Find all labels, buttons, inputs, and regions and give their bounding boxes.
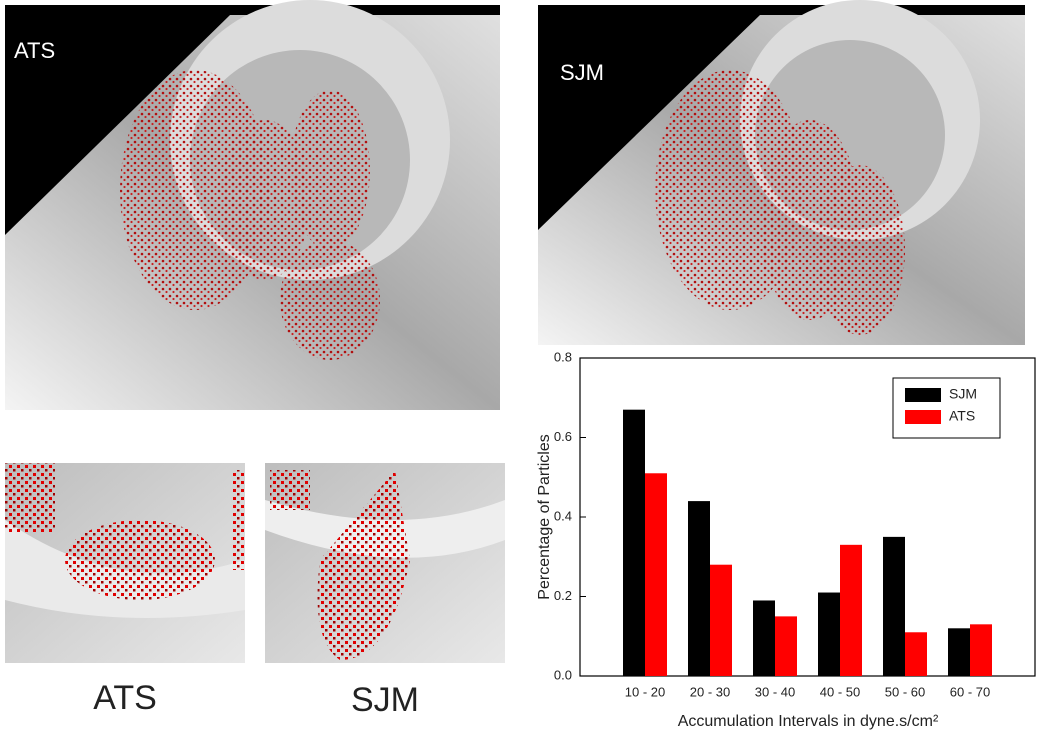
x-axis-title: Accumulation Intervals in dyne.s/cm² — [678, 713, 939, 730]
panel-label: SJM — [560, 60, 604, 85]
bar — [645, 473, 667, 676]
caption: SJM — [351, 681, 419, 719]
panel-label: ATS — [14, 38, 55, 63]
y-tick-label: 0.8 — [554, 349, 572, 364]
bar-chart: Accumulation Intervals in dyne.s/cm² Per… — [536, 349, 1036, 730]
ats-render: ATS — [5, 0, 500, 410]
y-tick-label: 0.2 — [554, 588, 572, 603]
x-tick-label: 40 - 50 — [820, 684, 860, 699]
bar — [688, 501, 710, 676]
bar — [948, 628, 970, 676]
bar — [775, 616, 797, 676]
y-tick-label: 0.4 — [554, 508, 572, 523]
bar — [883, 536, 905, 676]
x-tick-label: 10 - 20 — [625, 684, 665, 699]
y-tick-label: 0.6 — [554, 429, 572, 444]
bar — [710, 564, 732, 676]
bar — [753, 600, 775, 676]
ats-closeup — [5, 463, 245, 663]
bar — [840, 544, 862, 676]
legend-swatch — [905, 388, 941, 402]
x-tick-label: 30 - 40 — [755, 684, 795, 699]
x-tick-label: 50 - 60 — [885, 684, 925, 699]
sjm-closeup — [265, 463, 505, 663]
caption: ATS — [93, 679, 157, 717]
bar — [905, 632, 927, 676]
x-tick-label: 20 - 30 — [690, 684, 730, 699]
y-axis-title: Percentage of Particles — [536, 434, 553, 599]
legend-label: SJM — [949, 386, 977, 402]
legend-swatch — [905, 410, 941, 424]
y-tick-label: 0.0 — [554, 667, 572, 682]
legend-box — [892, 377, 1001, 439]
bar — [970, 624, 992, 676]
legend-label: ATS — [949, 408, 975, 424]
x-tick-label: 60 - 70 — [950, 684, 990, 699]
bar — [818, 592, 840, 676]
bar — [623, 409, 645, 676]
sjm-render: SJM — [538, 0, 1025, 345]
